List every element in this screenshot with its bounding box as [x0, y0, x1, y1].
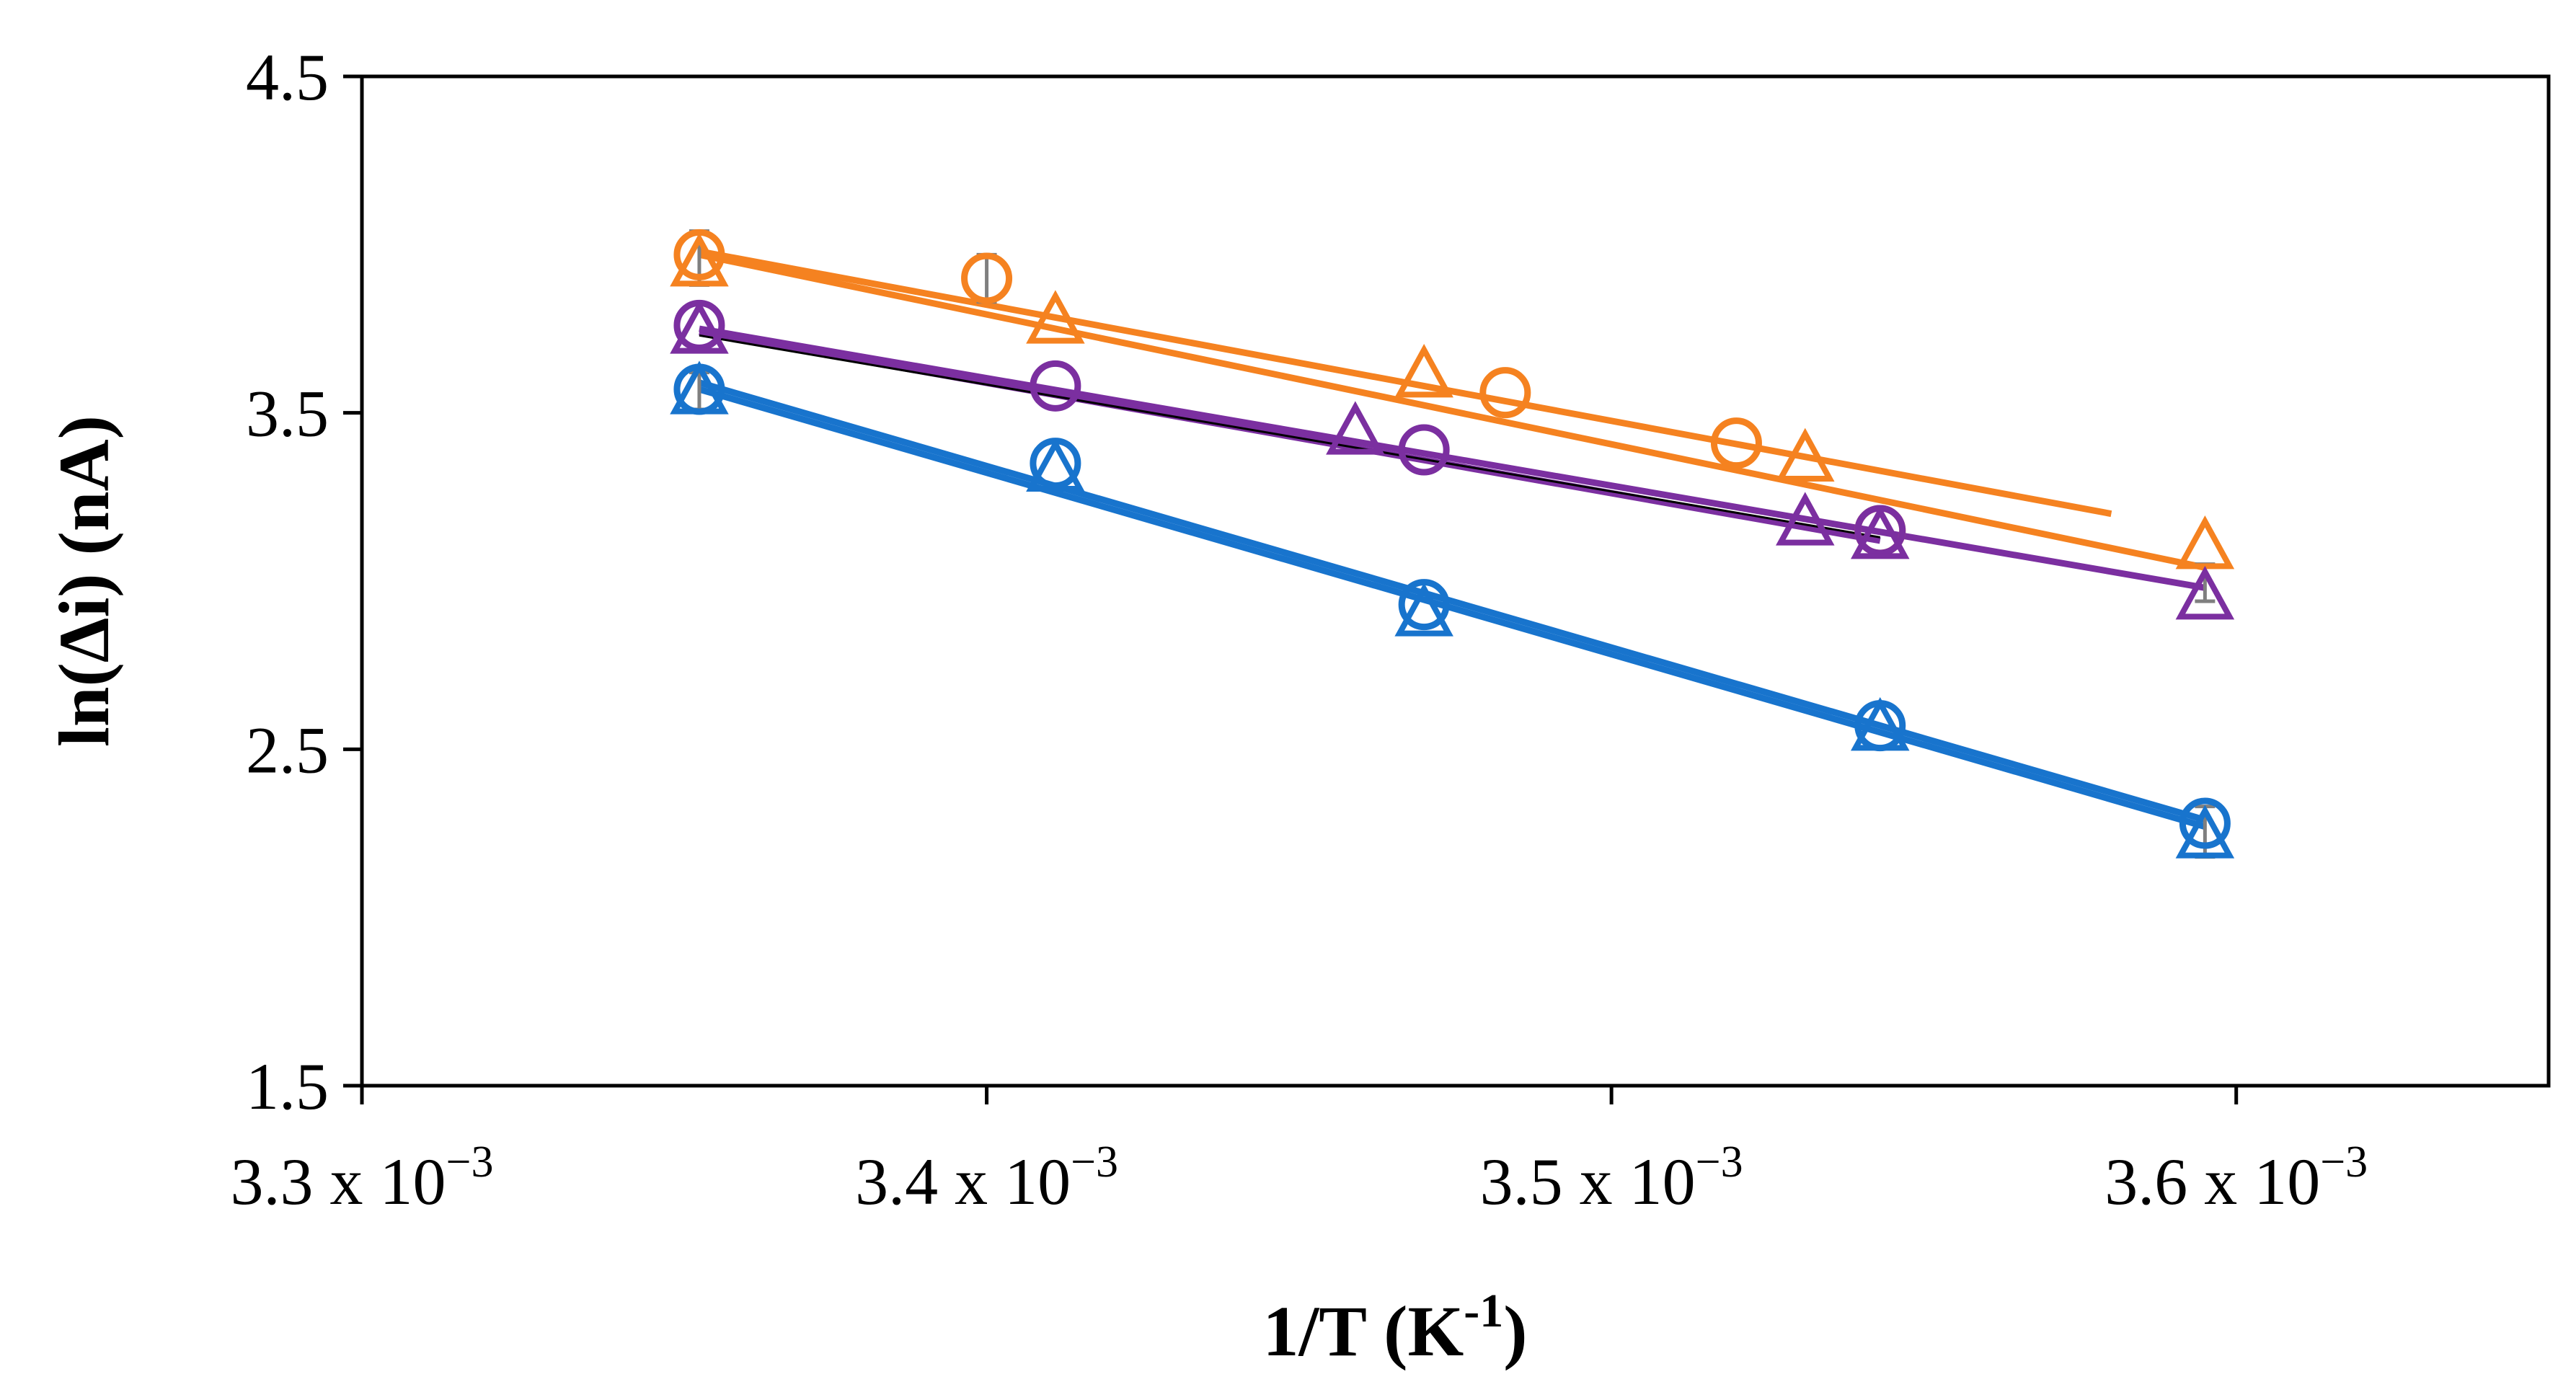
fit-line-4 — [699, 325, 2206, 591]
data-point-s4-p3 — [1776, 492, 1835, 546]
x-tick-mantissa: 3.5 — [1480, 1145, 1580, 1218]
x-tick-label: 3.6 x 10−3 — [2104, 1138, 2368, 1218]
x-tick-exponent: −3 — [1071, 1138, 1118, 1187]
data-point-s6-p5 — [2175, 805, 2235, 859]
fit-line-6 — [698, 386, 2206, 830]
x-tick-times: x 10 — [330, 1145, 446, 1218]
x-tick-mantissa: 3.4 — [855, 1145, 955, 1218]
y-axis-title: ln(Δi) (nA) — [44, 415, 124, 747]
y-tick-label: 2.5 — [246, 713, 329, 787]
x-tick-mantissa: 3.3 — [231, 1145, 330, 1218]
y-tick-label: 4.5 — [246, 40, 329, 114]
markers-layer — [670, 229, 2235, 859]
ticks-layer: 1.52.53.54.53.3 x 10−3 3.4 x 10−3 3.5 x 10… — [231, 40, 2368, 1218]
data-point-s4-p4 — [1851, 505, 1910, 559]
data-point-s5-p3 — [1398, 579, 1450, 631]
x-tick-times: x 10 — [2204, 1145, 2320, 1218]
x-tick-label: 3.4 x 10−3 — [855, 1138, 1118, 1218]
data-point-s2-p1 — [670, 233, 729, 287]
data-point-s6-p4 — [1851, 697, 1910, 751]
data-point-s5-p5 — [2179, 797, 2231, 849]
data-point-s2-p3 — [1394, 344, 1453, 398]
x-axis-title-sup: -1 — [1464, 1285, 1503, 1337]
y-tick-label: 3.5 — [246, 377, 329, 451]
data-point-s1-p3 — [1479, 367, 1531, 419]
data-point-s4-p5 — [2175, 566, 2235, 620]
x-tick-exponent: −3 — [446, 1138, 494, 1187]
fit-line-2 — [699, 251, 2206, 571]
data-point-s3-p2 — [1030, 360, 1081, 412]
x-axis-title-end: ) — [1503, 1291, 1527, 1371]
data-point-s1-p1 — [673, 229, 725, 280]
x-tick-mantissa: 3.6 — [2104, 1145, 2204, 1218]
data-point-s2-p5 — [2175, 515, 2235, 570]
y-tick-label: 1.5 — [246, 1050, 329, 1123]
x-tick-exponent: −3 — [1696, 1138, 1743, 1187]
data-point-s3-p3 — [1398, 424, 1450, 476]
reference-fit-line — [699, 334, 1881, 539]
data-point-s6-p3 — [1394, 582, 1453, 637]
data-point-s2-p4 — [1776, 427, 1835, 482]
x-tick-label: 3.3 x 10−3 — [231, 1138, 494, 1218]
data-point-s4-p2 — [1326, 401, 1385, 455]
fit-lines-layer — [698, 248, 2206, 830]
data-point-s2-p2 — [1026, 290, 1085, 344]
x-tick-times: x 10 — [1580, 1145, 1696, 1218]
data-point-s6-p2 — [1026, 438, 1085, 492]
x-tick-exponent: −3 — [2320, 1138, 2368, 1187]
data-point-s1-p4 — [1710, 417, 1762, 469]
data-point-s4-p1 — [670, 300, 729, 354]
x-axis-title-main: 1/T (K — [1262, 1291, 1464, 1371]
x-tick-times: x 10 — [955, 1145, 1071, 1218]
plot-frame — [360, 74, 2551, 1088]
data-point-s1-p2 — [961, 252, 1013, 304]
data-point-s6-p1 — [670, 360, 729, 415]
x-tick-label: 3.5 x 10−3 — [1480, 1138, 1743, 1218]
error-bar-2 — [976, 252, 997, 304]
x-axis-title: 1/T (K-1) — [1262, 1285, 1527, 1371]
fit-line-5 — [698, 379, 2206, 823]
